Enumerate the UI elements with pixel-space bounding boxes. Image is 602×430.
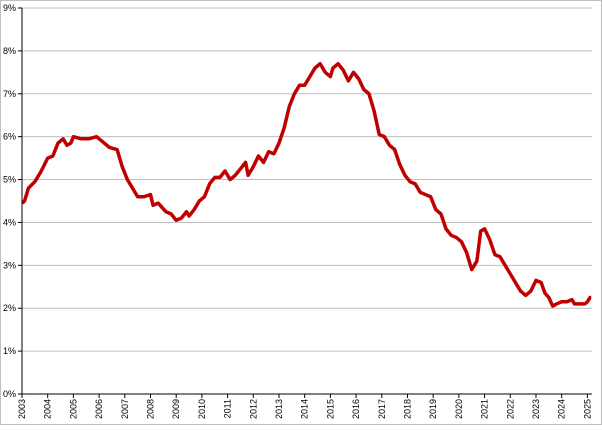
x-tick-label: 2015 [325, 399, 335, 419]
x-tick-label: 2005 [68, 399, 78, 419]
x-tick-label: 2007 [120, 399, 130, 419]
x-tick-label: 2025 [582, 399, 592, 419]
x-tick-label: 2006 [94, 399, 104, 419]
y-tick-label: 4% [3, 217, 16, 227]
y-tick-label: 9% [3, 3, 16, 13]
y-tick-label: 7% [3, 89, 16, 99]
x-tick-label: 2003 [17, 399, 27, 419]
y-tick-label: 8% [3, 46, 16, 56]
x-tick-label: 2021 [480, 399, 490, 419]
y-tick-label: 0% [3, 389, 16, 399]
x-tick-label: 2011 [223, 399, 233, 418]
x-tick-label: 2019 [428, 399, 438, 419]
x-tick-label: 2010 [197, 399, 207, 419]
x-tick-label: 2023 [531, 399, 541, 419]
y-tick-label: 6% [3, 132, 16, 142]
y-tick-label: 1% [3, 346, 16, 356]
x-tick-label: 2016 [351, 399, 361, 419]
x-tick-label: 2017 [377, 399, 387, 419]
x-tick-label: 2024 [557, 399, 567, 419]
data-line [20, 62, 592, 308]
y-tick-label: 2% [3, 303, 16, 313]
x-tick-label: 2004 [43, 399, 53, 419]
x-tick-label: 2013 [274, 399, 284, 419]
y-tick-label: 5% [3, 175, 16, 185]
y-tick-label: 3% [3, 260, 16, 270]
x-tick-label: 2012 [248, 399, 258, 419]
x-tick-label: 2009 [171, 399, 181, 419]
x-tick-label: 2018 [402, 399, 412, 419]
x-tick-label: 2020 [454, 399, 464, 419]
x-tick-label: 2008 [145, 399, 155, 419]
x-tick-label: 2022 [505, 399, 515, 419]
x-tick-label: 2014 [300, 399, 310, 419]
